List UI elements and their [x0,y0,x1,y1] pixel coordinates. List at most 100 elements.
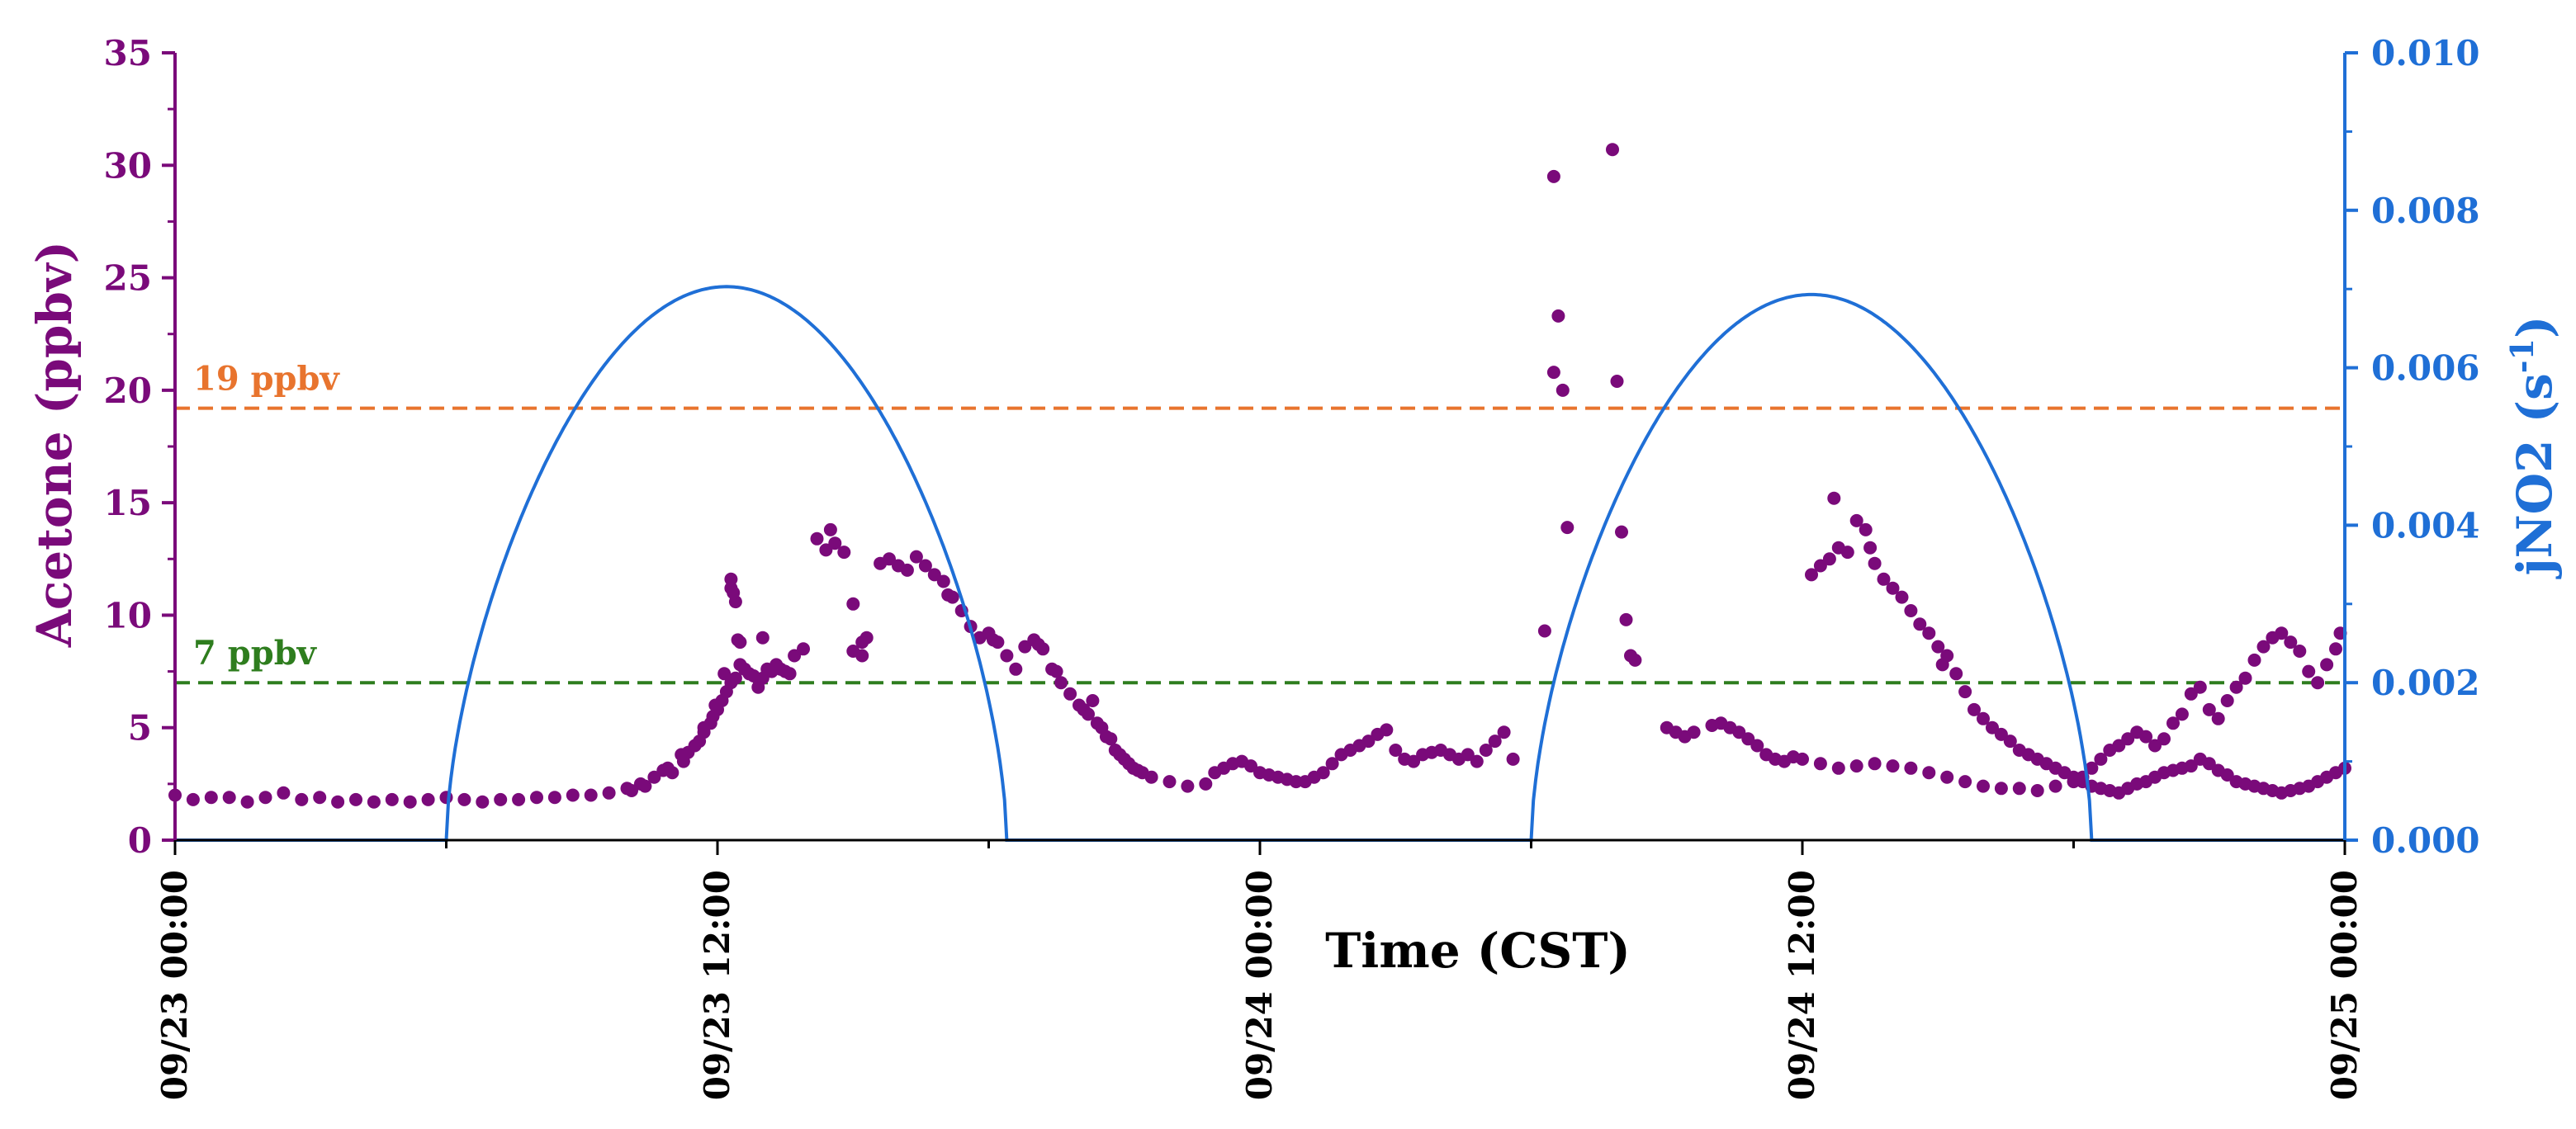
acetone-point [421,792,435,806]
acetone-point [2121,732,2135,746]
acetone-point [2030,784,2044,797]
acetone-point [1863,541,1878,555]
acetone-point [295,792,309,806]
acetone-point [1796,752,1809,766]
right-y-tick-label: 0.002 [2371,663,2480,703]
acetone-point [1886,581,1900,595]
acetone-point [2320,658,2334,672]
acetone-point [204,791,218,805]
left-y-tick-label: 30 [104,145,152,186]
acetone-point [1606,143,1619,157]
acetone-point [385,792,399,806]
acetone-point [647,770,661,784]
acetone-point [1994,782,2008,796]
acetone-point [1813,757,1827,771]
acetone-point [222,791,236,805]
acetone-point [2193,680,2207,694]
acetone-point [779,664,793,678]
acetone-point [1849,513,1863,527]
right-y-tick-label: 0.004 [2371,505,2480,546]
acetone-point [2012,782,2026,796]
acetone-point [1163,775,1177,789]
acetone-point [1325,757,1339,771]
acetone-point [1000,649,1014,663]
acetone-point [1958,775,1972,789]
acetone-point [737,662,751,676]
right-y-axis-title-sup: -1 [2503,338,2540,373]
acetone-point [1546,366,1560,380]
acetone-point [1181,779,1195,793]
acetone-point [2202,757,2216,771]
acetone-point [1741,732,1755,746]
acetone-point [2220,694,2234,707]
acetone-point [1470,754,1484,768]
acetone-point [1560,521,1574,535]
acetone-point [1877,572,1891,586]
acetone-point [900,563,914,577]
acetone-point [1389,744,1403,757]
acetone-point [1940,770,1954,784]
acetone-point [1822,552,1836,566]
acetone-point [403,795,417,809]
acetone-point [1063,687,1077,701]
acetone-point [1615,525,1628,539]
acetone-point [855,649,869,663]
x-tick-label: 09/24 12:00 [1782,870,1822,1100]
left-y-tick-label: 10 [104,595,152,635]
right-y-tick-label: 0.008 [2371,191,2480,231]
x-tick-label: 09/24 00:00 [1239,870,1280,1100]
acetone-point [2311,676,2325,690]
acetone-point [1986,720,1999,735]
acetone-point [1054,676,1068,690]
acetone-point [349,792,362,806]
acetone-point [1805,568,1818,582]
x-axis-title: Time (CST) [1325,923,1631,979]
acetone-point [1289,775,1303,789]
acetone-point [717,667,732,681]
acetone-point [941,588,955,602]
acetone-point [2094,752,2108,766]
acetone-point [810,531,824,546]
acetone-point [2247,653,2261,667]
acetone-point [277,786,291,800]
acetone-point [1407,754,1421,768]
acetone-point [457,792,471,806]
acetone-point [2148,739,2162,753]
acetone-point [987,633,1000,647]
acetone-point [1922,626,1936,640]
acetone-point [2048,779,2062,793]
acetone-point [719,685,733,699]
acetone-point [1994,727,2008,741]
acetone-point [727,586,741,600]
acetone-point [1859,522,1873,536]
acetone-point [1977,779,1990,793]
acetone-point [823,522,837,536]
acetone-point [1913,617,1927,631]
acetone-point [731,633,745,647]
acetone-point [1958,685,1972,699]
acetone-point [2238,671,2252,685]
left-y-axis-title: Acetone (ppbv) [26,241,83,648]
acetone-point [1018,640,1032,654]
acetone-point [1461,748,1475,762]
acetone-point [1868,556,1882,570]
axis-labels: Time (CST) Acetone (ppbv) jNO2 (s-1) [26,241,2563,979]
acetone-series [168,143,2351,809]
acetone-point [681,745,695,759]
acetone-point [2329,642,2342,656]
left-y-tick-label: 5 [128,708,152,749]
x-tick-label: 09/23 00:00 [154,870,195,1100]
acetone-point [1551,309,1565,323]
acetone-point [1831,761,1845,775]
acetone-point [1687,725,1701,739]
acetone-point [566,788,580,802]
acetone-point [797,642,810,656]
acetone-point [846,597,860,611]
acetone-point [584,788,598,802]
acetone-point [1904,761,1918,775]
jno2-line [175,285,2345,842]
acetone-point [1104,732,1118,746]
acetone-point [476,795,490,809]
right-y-axis-title-base: jNO2 (s [2507,373,2563,579]
acetone-point [1968,702,1981,716]
